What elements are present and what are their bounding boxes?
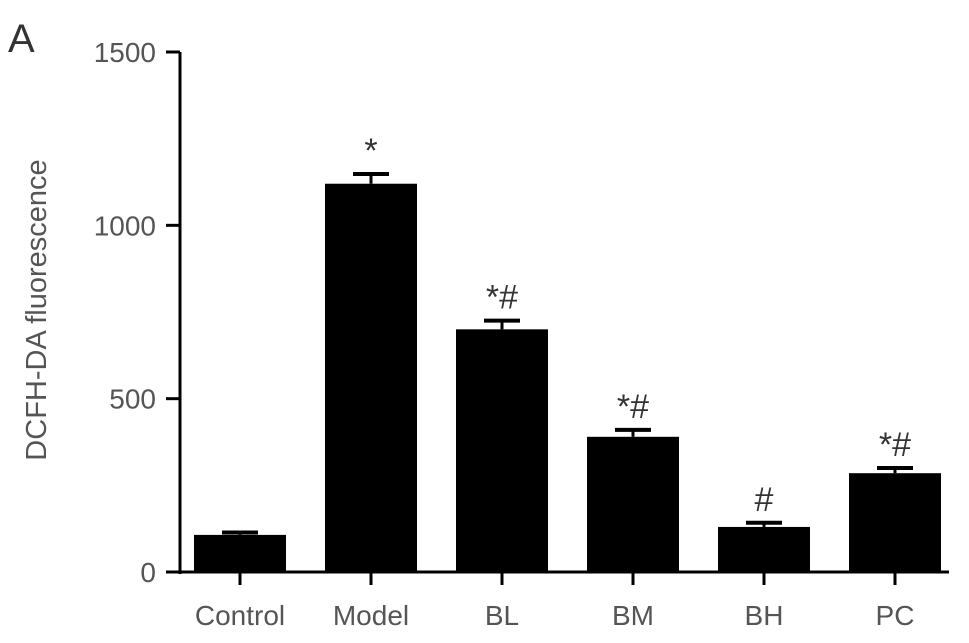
panel-label: A: [8, 17, 35, 61]
y-tick-label: 500: [109, 384, 156, 415]
y-axis-label: DCFH-DA fluorescence: [21, 159, 53, 460]
x-tick-label: Model: [333, 600, 409, 631]
y-tick-label: 1000: [94, 210, 156, 241]
bar-model: [325, 183, 417, 572]
x-tick-label: PC: [876, 600, 915, 631]
bar-control: [194, 534, 286, 572]
y-tick-label: 0: [140, 557, 156, 588]
x-tick-label: BM: [612, 600, 654, 631]
significance-label: *#: [617, 388, 649, 426]
significance-label: #: [755, 481, 774, 519]
significance-label: *: [364, 132, 377, 170]
bar-bl: [456, 329, 548, 572]
x-tick-label: BH: [745, 600, 784, 631]
x-tick-label: Control: [195, 600, 285, 631]
x-axis-ticks: Control Model BL BM BH PC: [195, 572, 915, 631]
bar-pc: [849, 473, 941, 572]
bar-bh: [718, 526, 810, 572]
significance-label: *#: [486, 279, 518, 317]
x-tick-label: BL: [485, 600, 519, 631]
y-axis-ticks: 0 500 1000 1500: [94, 37, 180, 588]
significance-label: *#: [879, 426, 911, 464]
bar-bm: [587, 436, 679, 572]
bars-group: * *# *# # *#: [194, 132, 941, 572]
y-tick-label: 1500: [94, 37, 156, 68]
